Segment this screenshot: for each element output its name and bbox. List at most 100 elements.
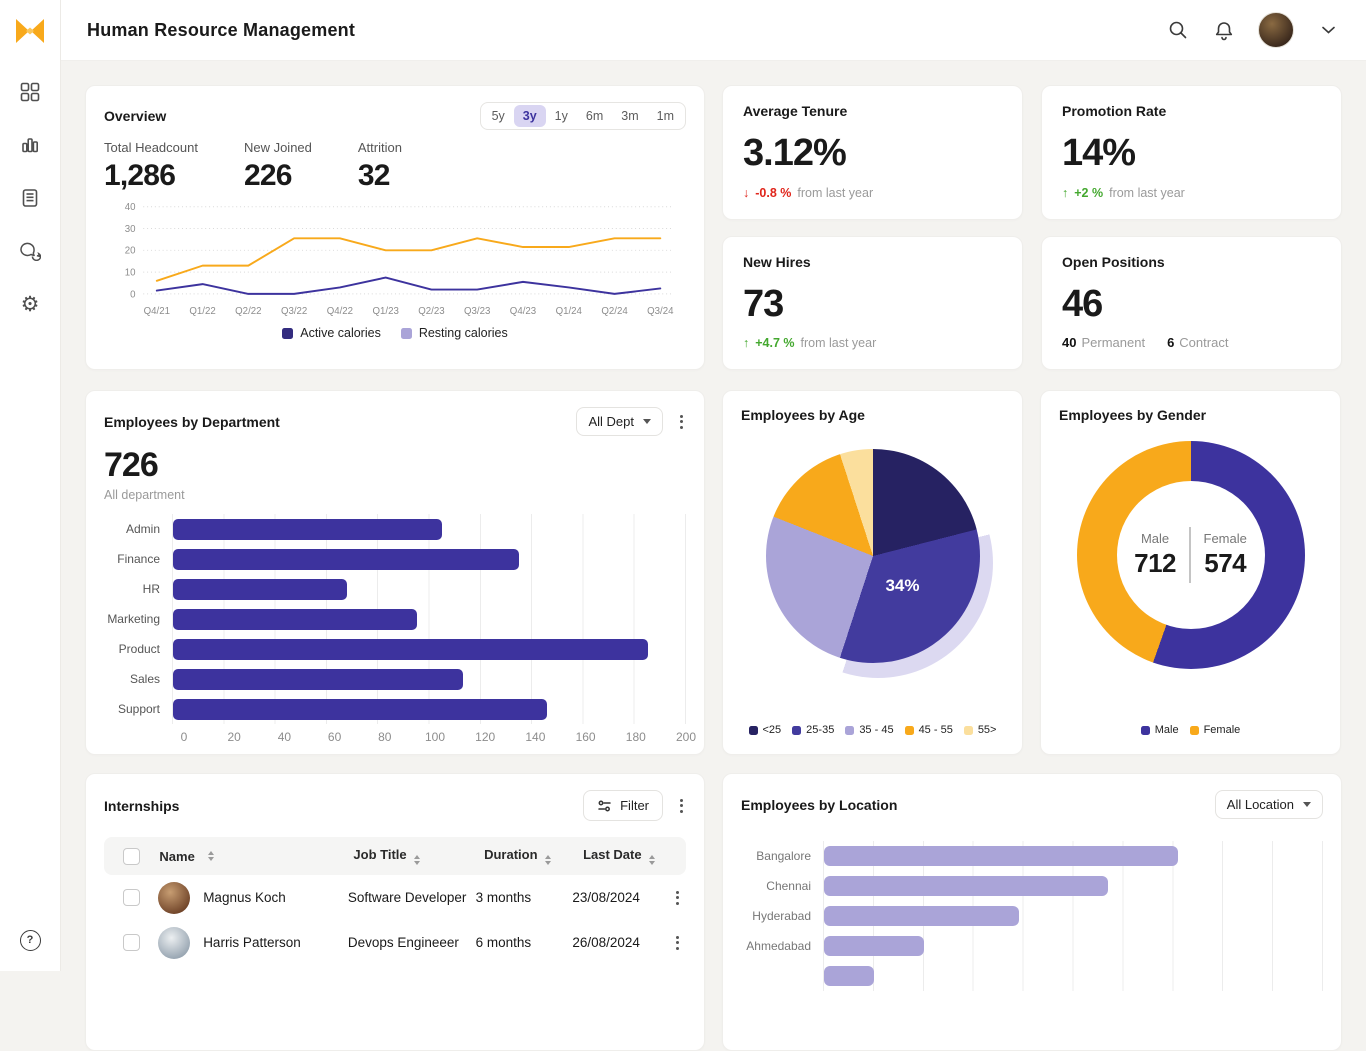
filter-icon — [598, 800, 611, 811]
row-menu-icon[interactable] — [673, 888, 682, 908]
kebab-dot — [676, 901, 679, 905]
checkbox-cell — [104, 934, 158, 951]
employees-by-gender-card: Employees by Gender Male 712 Female 574 … — [1040, 390, 1341, 755]
bar[interactable] — [173, 548, 520, 570]
bar[interactable] — [824, 876, 1109, 896]
legend-item: 45 - 55 — [904, 724, 953, 736]
age-title: Employees by Age — [741, 407, 865, 423]
filter-button[interactable]: Filter — [583, 790, 663, 821]
sort-icon[interactable] — [207, 851, 214, 861]
bar[interactable] — [173, 518, 443, 540]
range-3m[interactable]: 3m — [621, 109, 639, 123]
dashboard-icon[interactable] — [17, 79, 43, 105]
stat-value: 226 — [243, 159, 292, 192]
bar-track — [823, 871, 1323, 901]
range-3y[interactable]: 3y — [513, 105, 546, 127]
range-6m[interactable]: 6m — [585, 109, 604, 123]
bar[interactable] — [824, 936, 924, 956]
analytics-icon[interactable] — [17, 132, 43, 158]
intern-duration: 6 months — [475, 935, 532, 950]
bar-track — [172, 634, 686, 664]
bar[interactable] — [173, 638, 648, 660]
kpi-title: Open Positions — [1062, 253, 1165, 270]
row-top: Overview 5y 3y 1y 6m 3m 1m Total Headcou… — [85, 85, 1342, 370]
row-menu-icon[interactable] — [673, 933, 682, 953]
legend-item: Resting calories — [400, 326, 508, 340]
table-row: Harris Patterson Devops Engineeer 6 months… — [104, 920, 686, 965]
documents-icon[interactable] — [17, 185, 43, 211]
chevron-down-icon[interactable] — [1316, 18, 1340, 42]
notifications-icon[interactable] — [1212, 18, 1236, 42]
legend-swatch — [748, 725, 758, 735]
range-5y[interactable]: 5y — [491, 109, 505, 123]
kpi-value: 46 — [1062, 282, 1103, 325]
bar-label: Admin — [125, 522, 160, 536]
messages-icon[interactable] — [17, 238, 43, 264]
axis-tick: 120 — [475, 730, 496, 744]
legend-label: 55> — [977, 724, 997, 736]
bar[interactable] — [173, 668, 463, 690]
legend-swatch — [904, 725, 914, 735]
internships-menu-icon[interactable] — [677, 796, 686, 816]
sort-icon[interactable] — [648, 855, 655, 865]
legend-label: <25 — [762, 724, 782, 736]
range-1y[interactable]: 1y — [554, 109, 568, 123]
kpi-value: 3.12% — [743, 132, 847, 174]
table-header: Name Job Title Duration Last Date — [104, 837, 686, 875]
male-value: 712 — [1134, 548, 1177, 578]
search-icon[interactable] — [1166, 18, 1190, 42]
settings-icon[interactable]: ⚙ — [20, 292, 40, 316]
column-name[interactable]: Name — [159, 849, 353, 864]
breakdown-contract: 6 Contract — [1167, 335, 1229, 350]
stat-new-joined: New Joined 226 — [244, 140, 312, 193]
bar-row: HR — [104, 574, 686, 604]
open-positions-card: Open Positions 46 40 Permanent 6 Contract — [1041, 235, 1342, 370]
user-avatar[interactable] — [1258, 12, 1294, 48]
bar[interactable] — [173, 698, 548, 720]
range-1m[interactable]: 1m — [656, 109, 674, 123]
stat-label: Total Headcount — [104, 140, 198, 155]
bar[interactable] — [173, 578, 348, 600]
department-dropdown[interactable]: All Dept — [576, 407, 663, 436]
location-dropdown[interactable]: All Location — [1214, 790, 1323, 819]
intern-name: Harris Patterson — [203, 935, 301, 950]
department-menu-icon[interactable] — [677, 412, 686, 432]
column-duration[interactable]: Duration — [484, 847, 583, 865]
bar-row: Chennai — [741, 871, 1323, 901]
kebab-dot — [676, 935, 679, 939]
location-bar-chart: Bangalore Chennai Hyderabad Ahmedabad — [741, 841, 1323, 991]
axis-tick: 140 — [525, 730, 546, 744]
bar[interactable] — [824, 966, 874, 986]
bar[interactable] — [824, 846, 1179, 866]
delta-arrow-icon: ↑ — [743, 336, 750, 350]
overview-stats: Total Headcount 1,286 New Joined 226 Att… — [104, 140, 686, 193]
bar-track — [823, 931, 1323, 961]
column-last-date[interactable]: Last Date — [583, 847, 686, 865]
svg-text:30: 30 — [125, 224, 136, 235]
female-stat: Female 574 — [1204, 531, 1247, 579]
sort-icon[interactable] — [544, 855, 551, 865]
bar-row: Product — [104, 634, 686, 664]
overview-title: Overview — [104, 108, 167, 124]
male-label: Male — [1140, 531, 1170, 546]
row-bottom: Internships Filter Name Job Title — [85, 773, 1342, 1051]
divider — [1189, 527, 1191, 583]
row-checkbox[interactable] — [122, 889, 140, 906]
svg-text:Q2/24: Q2/24 — [601, 306, 628, 317]
legend-item: Female — [1189, 724, 1240, 736]
help-icon[interactable]: ? — [17, 927, 43, 953]
legend-swatch — [1140, 725, 1150, 735]
sidebar-nav: ⚙ — [17, 79, 43, 317]
app-logo-icon[interactable] — [0, 0, 61, 61]
sort-icon[interactable] — [413, 855, 420, 865]
bar[interactable] — [824, 906, 1019, 926]
bar[interactable] — [173, 608, 417, 630]
bar-row: Finance — [104, 544, 686, 574]
column-job-title[interactable]: Job Title — [353, 847, 484, 865]
stat-label: New Joined — [243, 140, 312, 155]
location-title: Employees by Location — [741, 796, 898, 813]
legend-label: Active calories — [300, 326, 381, 340]
select-all-checkbox[interactable] — [123, 847, 141, 865]
row-checkbox[interactable] — [122, 934, 140, 951]
svg-text:Q1/22: Q1/22 — [189, 306, 215, 317]
